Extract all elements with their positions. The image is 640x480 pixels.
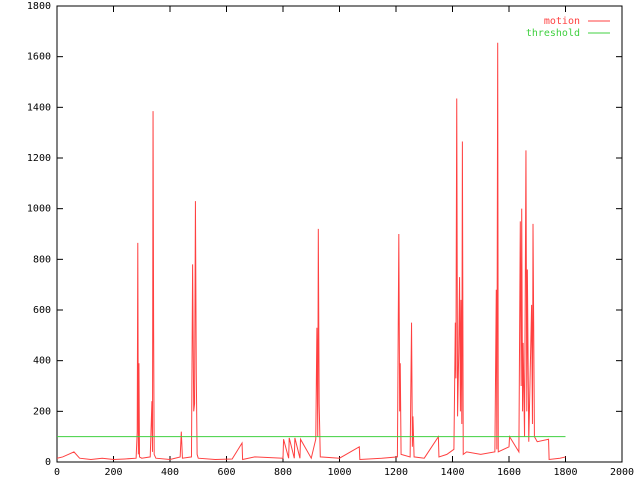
y-tick-label: 800 — [33, 254, 51, 265]
x-tick-label: 1400 — [440, 467, 464, 478]
y-tick-label: 200 — [33, 406, 51, 417]
y-tick-label: 1600 — [27, 52, 51, 63]
y-tick-label: 0 — [45, 457, 51, 468]
plot-frame — [56, 5, 623, 463]
x-tick-label: 400 — [161, 467, 179, 478]
x-tick-label: 600 — [217, 467, 235, 478]
y-tick-label: 600 — [33, 305, 51, 316]
x-tick-label: 0 — [54, 467, 60, 478]
x-tick-label: 1200 — [384, 467, 408, 478]
legend-label: motion — [544, 16, 580, 27]
series-line — [56, 42, 566, 461]
x-tick-label: 200 — [104, 467, 122, 478]
y-tick-label: 1200 — [27, 153, 51, 164]
y-tick-label: 1800 — [27, 1, 51, 12]
x-tick-label: 1600 — [497, 467, 521, 478]
x-tick-label: 2000 — [610, 467, 634, 478]
y-tick-label: 1400 — [27, 102, 51, 113]
x-tick-label: 1000 — [327, 467, 351, 478]
x-tick-label: 1800 — [553, 467, 577, 478]
legend-label: threshold — [526, 28, 580, 39]
y-tick-label: 1000 — [27, 204, 51, 215]
x-tick-label: 800 — [274, 467, 292, 478]
y-tick-label: 400 — [33, 356, 51, 367]
